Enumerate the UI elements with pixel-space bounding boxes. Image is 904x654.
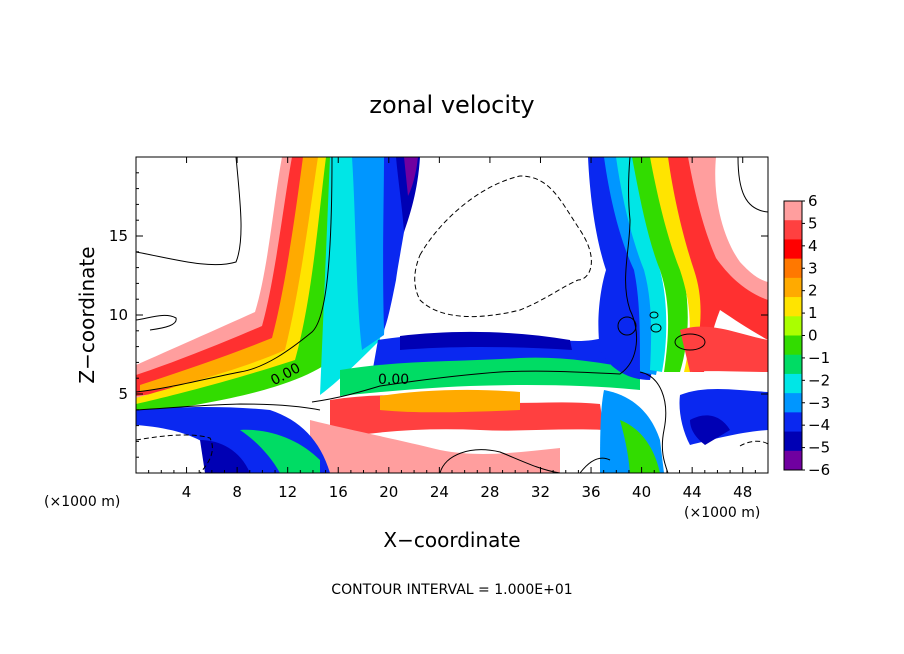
contour-negative-dashed-right bbox=[739, 440, 768, 447]
field-right-blue bbox=[604, 157, 662, 375]
colorbar-label: −6 bbox=[808, 461, 830, 479]
x-tick-label: 16 bbox=[329, 483, 348, 501]
x-tick-label: 24 bbox=[430, 483, 449, 501]
colorbar-swatch bbox=[784, 354, 802, 375]
contour-interval-note: CONTOUR INTERVAL = 1.000E+01 bbox=[331, 582, 572, 598]
field-lowright-navy bbox=[690, 415, 730, 445]
field-stem-purple bbox=[404, 157, 418, 196]
contour-zero-upperleft bbox=[136, 157, 242, 266]
colorbar-label: 3 bbox=[808, 259, 818, 277]
y-tick-label: 15 bbox=[109, 227, 128, 245]
x-tick-label: 4 bbox=[182, 483, 192, 501]
field-right-pink bbox=[688, 157, 768, 300]
colorbar-label: 4 bbox=[808, 237, 818, 255]
colorbar-label: −5 bbox=[808, 439, 830, 457]
colorbar-swatch bbox=[784, 297, 802, 317]
colorbar-swatch bbox=[784, 393, 802, 413]
colorbar-label: −4 bbox=[808, 416, 830, 434]
colorbar-label: 1 bbox=[808, 304, 818, 322]
contour-negative-dashed bbox=[414, 175, 592, 317]
field-band-orange bbox=[140, 157, 332, 392]
colorbar-swatch bbox=[784, 335, 802, 356]
contour-zero-lower bbox=[136, 403, 321, 411]
colorbar: 6 5 4 3 2 1 0 −1 −2 −3 −4 −5 −6 bbox=[783, 192, 830, 479]
x-tick-label: 32 bbox=[531, 483, 550, 501]
colorbar-label: 6 bbox=[808, 192, 818, 210]
colorbar-swatch bbox=[784, 277, 802, 298]
contour-zero-small-c bbox=[649, 311, 659, 319]
velocity-field bbox=[136, 157, 768, 473]
colorbar-swatch bbox=[784, 239, 802, 260]
field-shelf-navy bbox=[400, 331, 572, 350]
x-tick-label: 40 bbox=[632, 483, 651, 501]
x-tick-label: 8 bbox=[232, 483, 242, 501]
field-lower-orange bbox=[380, 389, 520, 413]
y-tick-label: 10 bbox=[109, 306, 128, 324]
colorbar-swatch bbox=[784, 316, 802, 336]
x-tick-label: 36 bbox=[581, 483, 600, 501]
field-lowleft-navy bbox=[200, 440, 250, 473]
x-axis-label: X−coordinate bbox=[383, 528, 520, 552]
colorbar-swatch bbox=[784, 258, 802, 279]
contour-lines bbox=[136, 157, 768, 473]
colorbar-swatch bbox=[784, 220, 802, 240]
colorbar-swatch bbox=[784, 201, 802, 221]
contour-label-zero-right: 0.00 bbox=[378, 372, 409, 388]
y-axis-ticks: 5 10 15 bbox=[109, 172, 768, 458]
field-band-green bbox=[136, 157, 344, 414]
contour-negative-dashed-left bbox=[136, 434, 213, 473]
colorbar-label: −1 bbox=[808, 349, 830, 367]
x-tick-label: 28 bbox=[480, 483, 499, 501]
field-right-red bbox=[668, 157, 768, 372]
x-tick-label: 12 bbox=[278, 483, 297, 501]
field-right-yellow bbox=[650, 157, 709, 372]
colorbar-swatch bbox=[784, 431, 802, 452]
contour-zero-lowmid bbox=[439, 449, 561, 473]
colorbar-swatch bbox=[784, 412, 802, 433]
contour-zero-small-b bbox=[674, 333, 706, 351]
colorbar-label: −3 bbox=[808, 394, 830, 412]
x-tick-label: 20 bbox=[379, 483, 398, 501]
contour-zero-circle bbox=[617, 316, 637, 336]
contour-zero-main bbox=[136, 157, 333, 393]
x-unit-right: (×1000 m) bbox=[684, 505, 760, 521]
field-right-green bbox=[632, 157, 688, 372]
contour-zero-left-blob bbox=[136, 314, 177, 331]
y-tick-label: 5 bbox=[118, 385, 128, 403]
contour-zero-shelf bbox=[311, 157, 638, 403]
contour-zero-lowright bbox=[579, 457, 611, 473]
contour-zero-right bbox=[639, 371, 669, 473]
field-right-lower-red bbox=[680, 326, 768, 372]
chart-title: zonal velocity bbox=[369, 91, 534, 119]
colorbar-swatch bbox=[784, 373, 802, 394]
colorbar-label: 5 bbox=[808, 214, 818, 232]
contour-zero-small-a bbox=[650, 323, 662, 333]
x-tick-label: 44 bbox=[683, 483, 702, 501]
colorbar-swatch bbox=[784, 450, 802, 471]
field-shelf-cyan bbox=[340, 357, 640, 396]
colorbar-label: 2 bbox=[808, 282, 818, 300]
colorbar-label: 0 bbox=[808, 327, 818, 345]
field-lower-pink bbox=[310, 420, 560, 473]
x-tick-label: 48 bbox=[733, 483, 752, 501]
plot-area: 0.00 0.00 bbox=[135, 156, 769, 474]
field-lowleft-cyan bbox=[240, 429, 320, 473]
x-axis-ticks: 4 8 12 16 20 24 28 32 36 40 44 48 bbox=[148, 157, 756, 501]
contour-zero-upperright bbox=[737, 157, 768, 213]
x-unit-left: (×1000 m) bbox=[44, 494, 120, 510]
field-lowright-green bbox=[620, 420, 660, 473]
y-axis-label: Z−coordinate bbox=[75, 246, 99, 383]
colorbar-label: −2 bbox=[808, 371, 830, 389]
